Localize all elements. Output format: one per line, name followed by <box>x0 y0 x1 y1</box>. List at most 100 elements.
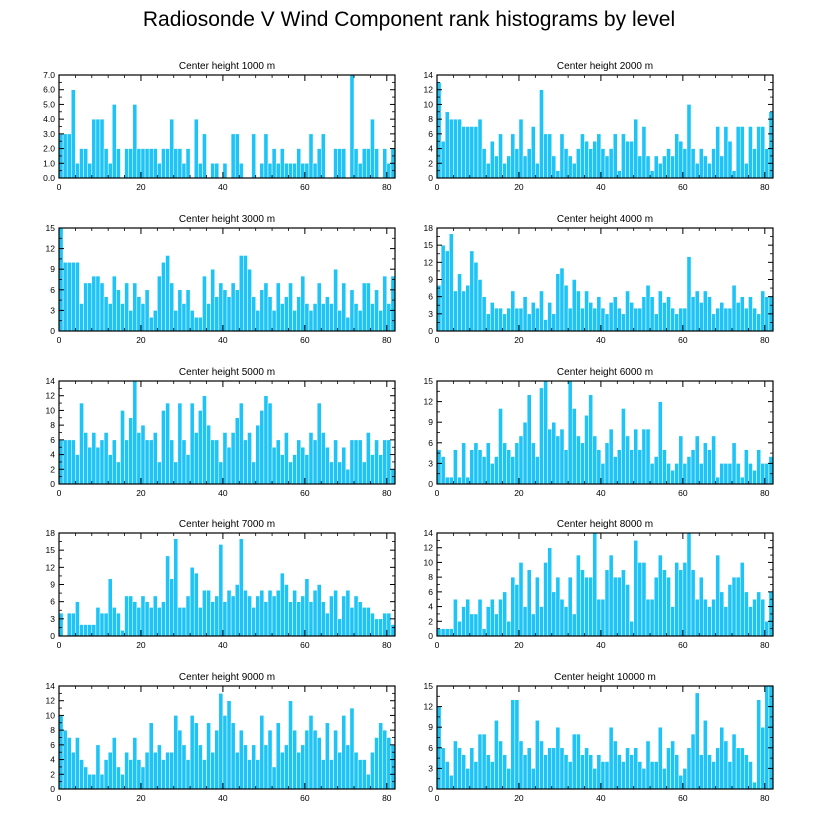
bar <box>271 446 277 485</box>
bar <box>103 759 109 790</box>
bar <box>764 621 770 637</box>
bar <box>214 729 220 790</box>
x-tick-label: 80 <box>382 640 392 650</box>
bar <box>621 569 626 637</box>
bar <box>563 449 569 485</box>
bar <box>649 761 655 790</box>
y-tick-label: 0 <box>50 479 55 489</box>
bar <box>370 303 375 332</box>
bar <box>744 449 749 485</box>
bar <box>485 163 491 179</box>
bar <box>91 624 97 637</box>
bar <box>481 628 487 637</box>
bar <box>535 456 540 485</box>
y-tick-label: 1.0 <box>43 158 55 168</box>
bar <box>490 302 495 332</box>
bar <box>112 737 117 790</box>
bar <box>292 310 297 332</box>
bar <box>357 759 363 790</box>
bar <box>518 307 524 332</box>
bar <box>157 461 162 485</box>
bar <box>543 562 548 637</box>
bar <box>71 89 76 179</box>
y-tick-label: 0 <box>428 326 433 336</box>
bar <box>374 618 379 637</box>
bar <box>337 618 342 637</box>
bar <box>386 303 392 332</box>
bar <box>739 296 745 332</box>
bar <box>148 607 154 637</box>
bar <box>641 768 647 790</box>
y-tick-label: 9 <box>50 580 55 590</box>
y-tick-label: 7.0 <box>43 70 55 80</box>
panel-6: Center height 6000 m 0 3 6 9 12 15 0 20 40 60 80 <box>424 367 774 498</box>
bar <box>510 290 516 332</box>
bar <box>128 595 134 637</box>
bar <box>752 781 757 790</box>
bar <box>444 761 450 790</box>
y-tick-label: 6 <box>50 435 55 445</box>
bar <box>382 275 388 332</box>
bar <box>370 118 375 179</box>
bar <box>580 569 585 637</box>
bar <box>185 289 191 332</box>
bar <box>440 244 446 332</box>
y-tick-label: 10 <box>46 710 56 720</box>
bar <box>230 432 236 485</box>
y-tick-label: 0 <box>428 479 433 489</box>
bar <box>608 148 614 179</box>
bar <box>341 148 347 179</box>
bar <box>296 751 302 790</box>
bar <box>349 707 355 790</box>
bar <box>715 126 720 179</box>
bar <box>259 589 265 637</box>
bar <box>341 446 347 485</box>
bar <box>83 432 88 485</box>
bar <box>99 612 105 637</box>
bar <box>711 598 716 637</box>
bar <box>349 607 355 637</box>
bar <box>530 126 536 179</box>
bar <box>485 442 491 485</box>
y-tick-label: 15 <box>424 240 434 250</box>
bar <box>559 598 565 637</box>
panel-10: Center height 10000 m 0 3 6 9 12 15 0 20 40 60 80 <box>424 672 774 803</box>
bar <box>329 461 334 485</box>
bar <box>390 624 396 637</box>
bar <box>288 601 293 637</box>
x-tick-label: 0 <box>57 640 62 650</box>
bar <box>436 449 442 485</box>
bar <box>658 163 663 179</box>
y-tick-label: 14 <box>46 681 56 691</box>
bar <box>140 303 146 332</box>
bar <box>152 751 158 790</box>
bar <box>490 463 495 485</box>
bar <box>275 163 281 179</box>
bar <box>494 155 499 179</box>
bar <box>539 606 544 637</box>
bar <box>510 699 516 790</box>
bar <box>621 761 626 790</box>
bar <box>744 307 749 332</box>
bar <box>312 303 318 332</box>
bar <box>136 148 142 179</box>
x-tick-label: 80 <box>760 488 770 498</box>
bar <box>103 612 109 637</box>
bar <box>71 751 76 790</box>
bar <box>629 449 634 485</box>
bar <box>662 155 667 179</box>
bar <box>79 148 84 179</box>
bar <box>366 607 371 637</box>
y-tick-label: 9 <box>428 275 433 285</box>
bar <box>177 607 183 637</box>
bar <box>522 606 528 637</box>
bar <box>563 148 569 179</box>
bar <box>477 279 483 332</box>
bar <box>243 744 248 790</box>
bar <box>288 163 293 179</box>
bar <box>707 449 712 485</box>
bar <box>469 747 475 790</box>
bar <box>120 774 125 790</box>
bar <box>87 282 93 332</box>
bar <box>124 282 129 332</box>
